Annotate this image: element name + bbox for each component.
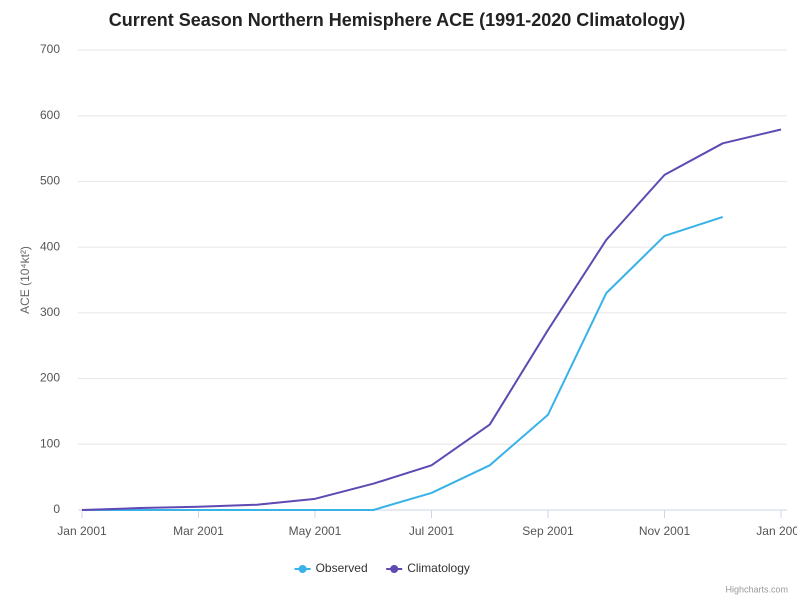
chart-title: Current Season Northern Hemisphere ACE (… [109,10,686,30]
x-tick-label: Nov 2001 [639,524,691,538]
x-tick-label: Jan 2002 [756,524,797,538]
y-axis-title: ACE (10⁴kt²) [18,246,32,314]
y-tick-label: 500 [40,174,60,188]
x-tick-label: May 2001 [289,524,342,538]
series-line [81,128,782,511]
y-tick-label: 0 [53,502,60,516]
series-line [82,215,724,511]
legend-item[interactable]: Climatology [386,561,470,575]
legend-symbol [390,565,399,573]
x-tick-label: Sep 2001 [522,524,574,538]
legend-symbol [298,565,307,573]
credits: Highcharts.com [725,584,788,594]
y-tick-label: 600 [40,108,60,122]
y-tick-label: 400 [40,239,60,253]
y-tick-label: 200 [40,371,60,385]
x-tick-label: Mar 2001 [173,524,224,538]
legend-item[interactable]: Observed [294,561,368,575]
y-tick-label: 700 [40,42,60,56]
legend-label: Observed [316,561,368,575]
y-tick-label: 100 [40,436,60,450]
y-tick-label: 300 [40,305,60,319]
x-tick-label: Jul 2001 [409,524,455,538]
x-tick-label: Jan 2001 [57,524,107,538]
legend-label: Climatology [407,561,470,575]
